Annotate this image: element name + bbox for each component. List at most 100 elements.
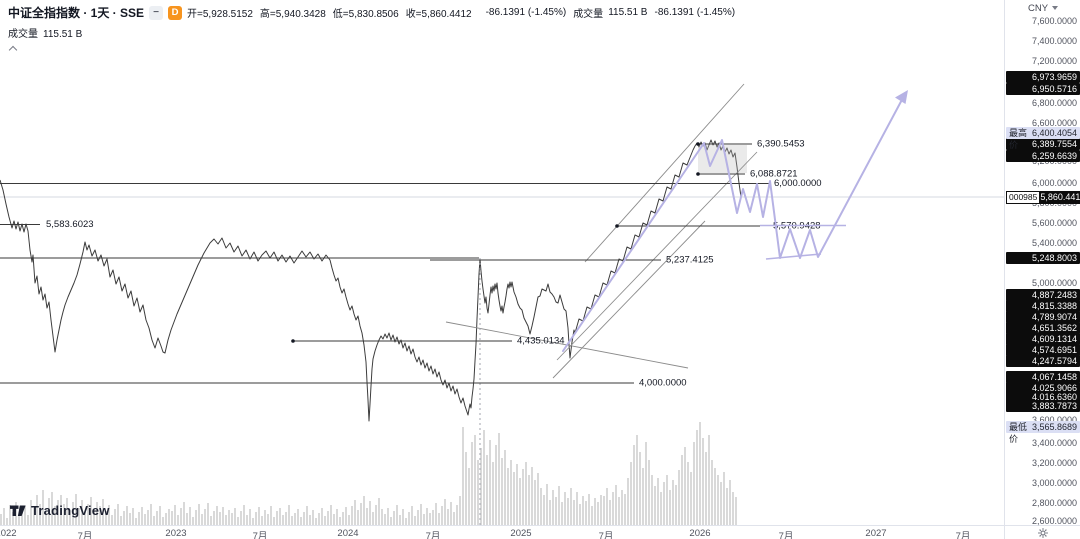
volume-bar: [534, 480, 536, 530]
time-tick-label: 7月: [778, 531, 794, 539]
price-axis[interactable]: CNY 7,600.0000 7,400.0000 7,200.0000 6,800.…: [1004, 0, 1080, 526]
time-tick-label: 2024: [337, 528, 359, 539]
volume-bar: [594, 498, 596, 530]
volume-bar: [132, 508, 134, 530]
price-level-badge: 4,789.9074: [1006, 311, 1080, 323]
lowest-price-badge: 最低价 3,565.8689: [1006, 421, 1080, 444]
volume-bar: [720, 482, 722, 530]
volume-bar: [438, 513, 440, 530]
volume-bar: [618, 497, 620, 530]
symbol-title[interactable]: 中证全指指数 · 1天 · SSE: [8, 6, 145, 20]
interval-badge[interactable]: D: [168, 5, 183, 20]
volume-bar: [627, 478, 629, 530]
ohlc-item: 收=5,860.4412: [405, 9, 472, 20]
anchor-dot: [291, 339, 295, 343]
chart-svg[interactable]: 5,583.6023 5,237.4125 4,435.0134 4,000.0000…: [0, 0, 1004, 531]
volume-bar: [114, 509, 116, 530]
volume-bar: [60, 495, 62, 530]
volume-bar: [150, 504, 152, 530]
trendlines[interactable]: [445, 83, 758, 379]
price-level-badge: 6,950.5716: [1006, 83, 1080, 95]
price-tick-label: 2,600.0000: [1031, 516, 1077, 526]
currency-selector[interactable]: CNY: [1005, 1, 1080, 15]
collapse-chevron-icon[interactable]: [10, 45, 17, 52]
trendline[interactable]: [556, 151, 758, 361]
tradingview-mark-icon: [10, 505, 26, 516]
volume-bar: [45, 512, 47, 530]
level-lines[interactable]: 5,583.6023 5,237.4125 4,435.0134 4,000.0000…: [0, 139, 822, 389]
volume-bar: [717, 475, 719, 530]
volume-bar: [522, 469, 524, 530]
projection-base-line[interactable]: [765, 253, 822, 260]
volume-bar: [651, 475, 653, 530]
ohlc-item: 低=5,830.8506: [332, 9, 399, 20]
volume-bar: [699, 422, 701, 530]
tradingview-logo[interactable]: TradingView: [10, 503, 110, 518]
volume-bar: [162, 517, 164, 530]
volume-bar: [471, 442, 473, 530]
volume-bar: [258, 507, 260, 530]
price-tick-label: 6,000.0000: [1031, 178, 1077, 188]
price-level-badge: 4,067.1458: [1006, 371, 1080, 383]
volume-bar: [207, 503, 209, 530]
volume-bar: [21, 510, 23, 530]
projection-zigzag[interactable]: [562, 93, 906, 352]
trendline[interactable]: [552, 220, 706, 379]
volume-bar: [294, 513, 296, 530]
volume-bar: [600, 495, 602, 530]
price-tick-label: 5,600.0000: [1031, 218, 1077, 228]
volume-bar: [126, 506, 128, 530]
volume-bar: [630, 462, 632, 530]
volume-bar: [333, 514, 335, 530]
volume-bar: [63, 504, 65, 530]
projection-drawing[interactable]: [562, 90, 908, 352]
volume-bar: [351, 506, 353, 530]
compare-minus-badge[interactable]: −: [149, 5, 164, 20]
volume-bar: [324, 516, 326, 530]
anchor-dot: [696, 172, 700, 176]
volume-bar: [309, 515, 311, 530]
trendline[interactable]: [584, 83, 745, 263]
volume-inline-value: 115.51 B: [608, 7, 648, 18]
volume-bar: [387, 508, 389, 530]
volume-bar: [432, 510, 434, 530]
volume-bar: [552, 490, 554, 530]
axis-settings-corner[interactable]: [1004, 525, 1080, 539]
volume-bar: [180, 508, 182, 530]
volume-bar: [222, 507, 224, 530]
volume-bar: [99, 506, 101, 530]
volume-bar: [357, 510, 359, 530]
price-level-badge: 3,883.7873: [1006, 400, 1080, 412]
volume-bar: [405, 518, 407, 530]
volume-bar: [51, 492, 53, 530]
volume-bar: [33, 508, 35, 530]
volume-bar: [735, 497, 737, 530]
gear-icon[interactable]: [1038, 528, 1048, 538]
volume-bar: [168, 509, 170, 530]
volume-bar: [609, 500, 611, 530]
volume-bar: [414, 516, 416, 530]
volume-bar: [459, 496, 461, 530]
price-tick-label: 7,200.0000: [1031, 56, 1077, 66]
volume-bar: [189, 507, 191, 530]
volume-bar: [12, 512, 14, 530]
volume-bar: [237, 517, 239, 530]
time-axis[interactable]: 2022 7月 2023 7月 2024 7月 2025 7月 2026 7月 2027 7月: [0, 525, 1004, 539]
volume-bar: [711, 460, 713, 530]
level-price-label: 4,000.0000: [639, 378, 687, 389]
volume-bar: [201, 514, 203, 530]
price-level-badge: 4,887.2483: [1006, 289, 1080, 301]
volume-bar: [723, 472, 725, 530]
chart-canvas[interactable]: 5,583.6023 5,237.4125 4,435.0134 4,000.0000…: [0, 0, 1004, 531]
volume-bar: [372, 512, 374, 530]
volume-bar: [705, 452, 707, 530]
price-tick-label: 7,400.0000: [1031, 36, 1077, 46]
volume-bar: [378, 498, 380, 530]
volume-bar: [174, 505, 176, 530]
volume-bar: [693, 442, 695, 530]
volume-bar: [57, 500, 59, 530]
volume-bar: [171, 511, 173, 530]
volume-bar: [90, 497, 92, 530]
volume-bar: [318, 513, 320, 530]
